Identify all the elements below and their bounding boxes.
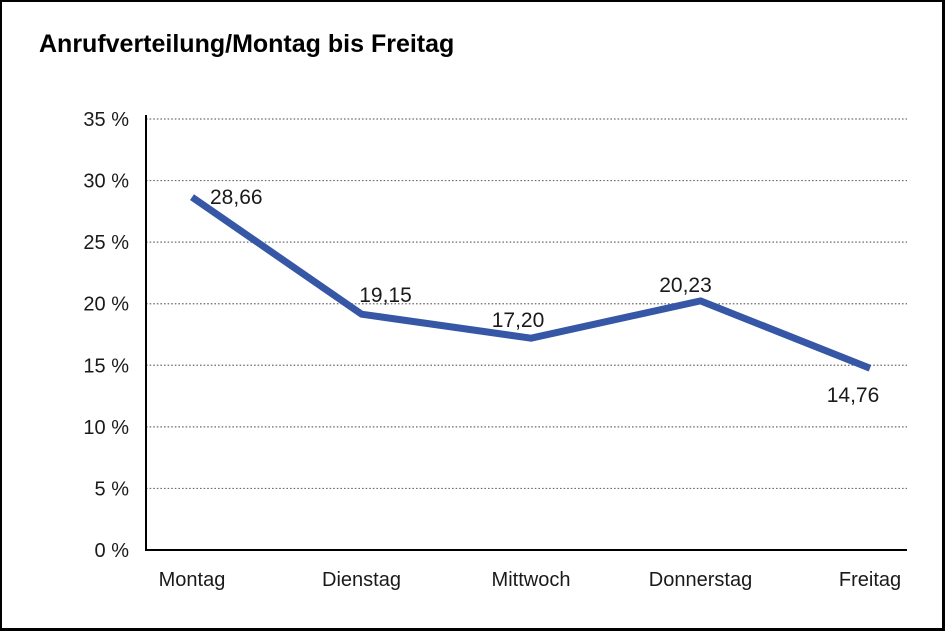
y-axis-tick-labels: 35 % 30 % 25 % 20 % 15 % 10 % 5 % 0 % <box>83 109 129 562</box>
series <box>190 194 872 372</box>
x-category-label: Donnerstag <box>649 569 752 591</box>
data-label: 14,76 <box>827 384 880 407</box>
data-label: 17,20 <box>492 309 545 332</box>
y-tick-label: 20 % <box>83 294 129 316</box>
data-label: 20,23 <box>659 274 712 297</box>
data-label: 28,66 <box>210 186 263 209</box>
x-category-label: Dienstag <box>322 569 401 591</box>
x-axis-category-labels: Montag Dienstag Mittwoch Donnerstag Freitag <box>159 569 901 591</box>
y-tick-label: 35 % <box>83 109 129 131</box>
y-tick-label: 10 % <box>83 417 129 439</box>
x-category-label: Mittwoch <box>492 569 571 591</box>
chart-title: Anrufverteilung/Montag bis Freitag <box>39 30 455 58</box>
y-tick-label: 25 % <box>83 232 129 254</box>
y-tick-label: 0 % <box>95 540 130 562</box>
x-category-label: Freitag <box>839 569 901 591</box>
axes <box>145 115 907 551</box>
y-tick-label: 15 % <box>83 355 129 377</box>
y-tick-label: 5 % <box>95 478 130 500</box>
gridlines <box>146 118 907 490</box>
series-line <box>190 194 872 372</box>
x-category-label: Montag <box>159 569 226 591</box>
y-tick-label: 30 % <box>83 171 129 193</box>
data-labels: 28,66 19,15 17,20 20,23 14,76 <box>210 186 879 407</box>
data-label: 19,15 <box>359 284 412 307</box>
